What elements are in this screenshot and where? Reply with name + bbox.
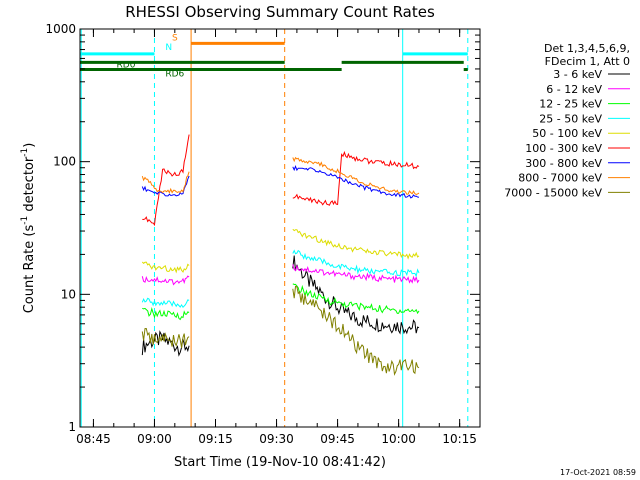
x-tick-label: 09:45 (320, 432, 355, 446)
legend-entry-label: 12 - 25 keV (539, 98, 602, 111)
series-line (292, 255, 420, 335)
y-axis: 1 10 100 1000 (45, 22, 480, 434)
x-tick-label: 09:30 (259, 432, 294, 446)
legend-entry-label: 7000 - 15000 keV (504, 186, 602, 199)
plot-area: NS RD0 RD6 (80, 29, 469, 427)
series-line (292, 228, 420, 260)
series-line (292, 264, 420, 284)
series-line (142, 134, 190, 227)
y-axis-label-mid: detector (22, 156, 37, 216)
status-bar-label: RD6 (165, 70, 184, 80)
series-line (292, 285, 420, 376)
status-bar-label: S (172, 33, 178, 43)
series-line (292, 283, 420, 315)
y-tick-label: 10 (61, 287, 76, 301)
series-line (141, 327, 190, 348)
legend-header: Det 1,3,4,5,6,9, (544, 42, 630, 55)
y-axis-label-end: ) (22, 143, 37, 148)
x-tick-label: 09:15 (198, 432, 233, 446)
x-tick-label: 08:45 (76, 432, 111, 446)
x-tick-label: 10:15 (442, 432, 477, 446)
y-tick-label: 1000 (45, 22, 76, 36)
legend-entry-label: 800 - 7000 keV (518, 172, 602, 185)
series-line (141, 275, 190, 286)
x-axis-label: Start Time (19-Nov-10 08:41:42) (174, 455, 386, 470)
series-line (292, 164, 420, 199)
x-axis: 08:45 09:00 09:15 09:30 09:45 10:00 10:15 (76, 29, 481, 446)
legend-entry-label: 100 - 300 keV (525, 142, 602, 155)
status-bar-label: RD0 (117, 60, 136, 70)
series-line (292, 249, 420, 278)
legend: Det 1,3,4,5,6,9,FDecim 1, Att 03 - 6 keV… (504, 42, 630, 199)
y-axis-label-main: Count Rate (s (22, 225, 37, 314)
series-line (141, 171, 190, 194)
x-tick-label: 09:00 (137, 432, 172, 446)
series-line (292, 150, 420, 206)
y-axis-label: Count Rate (s-1 detector-1) (20, 143, 37, 314)
y-axis-label-sup2: -1 (20, 148, 30, 157)
x-tick-label: 10:00 (381, 432, 416, 446)
y-tick-label: 100 (53, 155, 76, 169)
legend-entry-label: 6 - 12 keV (546, 83, 602, 96)
legend-entry-label: 3 - 6 keV (553, 68, 602, 81)
legend-entry-label: 300 - 800 keV (525, 157, 602, 170)
series-line (141, 175, 190, 197)
legend-header: FDecim 1, Att 0 (545, 55, 630, 68)
status-bar-label: N (165, 43, 172, 53)
plot-frame (79, 28, 481, 428)
y-tick-label: 1 (68, 420, 76, 434)
series-line (142, 306, 190, 321)
series-line (141, 297, 190, 309)
timestamp: 17-Oct-2021 08:59 (560, 468, 636, 477)
y-axis-label-sup1: -1 (20, 216, 30, 225)
series-line (141, 261, 190, 274)
legend-entry-label: 50 - 100 keV (532, 127, 602, 140)
legend-entry-label: 25 - 50 keV (539, 112, 602, 125)
chart-title: RHESSI Observing Summary Count Rates (125, 3, 435, 21)
series-line (292, 156, 420, 196)
